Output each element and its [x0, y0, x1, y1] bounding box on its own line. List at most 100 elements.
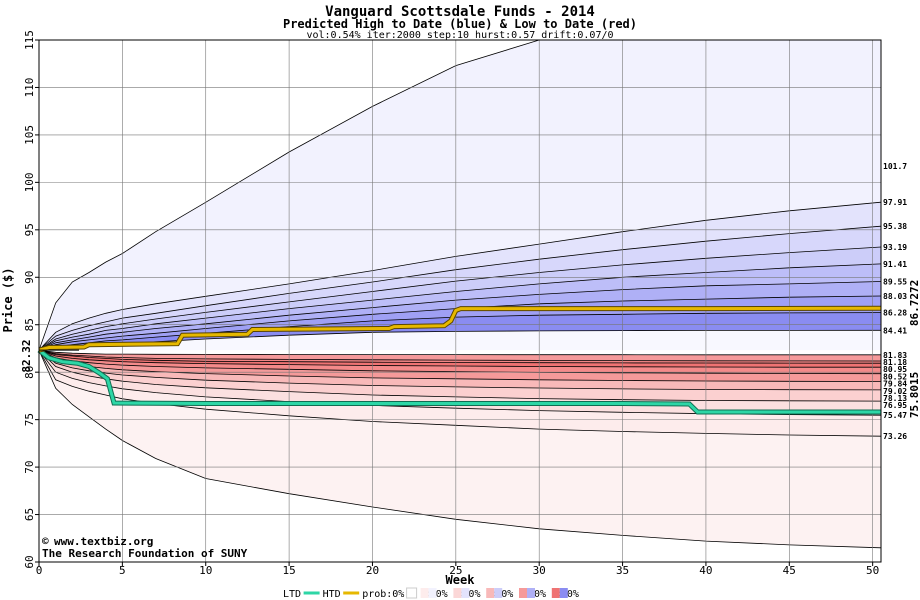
band-end-labels: 101.7 97.91 95.38 93.19 91.41 89.55 88.03 86.28… — [883, 162, 907, 441]
upper-band-area — [39, 226, 881, 351]
upper-band-line — [38, 312, 882, 351]
upper-band-line — [38, 246, 882, 351]
chart-params: vol:0.54% iter:2000 step:10 hurst:0.57 d… — [306, 30, 613, 41]
watermark-org: The Research Foundation of SUNY — [42, 547, 248, 560]
band-end-label: 93.19 — [883, 243, 907, 252]
band-end-label: 97.91 — [883, 198, 907, 207]
lower-band-line — [38, 350, 882, 549]
legend-swatch — [559, 588, 568, 598]
y-tick-label: 70 — [23, 460, 36, 473]
legend-label: LTD — [283, 589, 301, 600]
watermark-site: www.textbiz.org — [54, 535, 153, 548]
lower-band-area — [39, 350, 881, 355]
upper-band-line — [38, 201, 882, 351]
upper-band-area — [39, 247, 881, 351]
lower-band-area — [39, 350, 881, 382]
lower-band-area — [39, 350, 881, 368]
x-tick-label: 0 — [36, 564, 43, 577]
band-end-label: 73.26 — [883, 432, 907, 441]
upper-band-line — [38, 281, 882, 351]
x-tick-label: 5 — [119, 564, 126, 577]
ltd-final-label: 75.8015 — [908, 372, 920, 418]
upper-band-area — [39, 330, 881, 351]
lower-band-area — [39, 350, 881, 416]
legend-swatch — [519, 588, 527, 598]
band-end-label: 80.95 — [883, 365, 907, 374]
x-tick-label: 35 — [616, 564, 629, 577]
legend-swatch — [406, 587, 418, 599]
upper-band-line — [38, 225, 882, 351]
grid-lines — [39, 40, 881, 562]
x-tick-label: 25 — [449, 564, 462, 577]
lower-band-line — [38, 349, 882, 402]
lower-band-area — [39, 350, 881, 364]
legend-swatch — [486, 588, 495, 598]
legend-swatch — [461, 588, 470, 598]
band-end-label: 95.38 — [883, 222, 907, 231]
y-tick-label: 110 — [23, 78, 36, 98]
lower-band-line — [38, 349, 882, 391]
lower-band-area — [39, 350, 881, 548]
lower-band-line — [38, 349, 882, 416]
legend-label: prob:0% — [362, 589, 404, 600]
lower-band-line — [38, 349, 882, 362]
upper-band-area — [39, 281, 881, 351]
band-end-label: 79.02 — [883, 387, 907, 396]
x-tick-label: 10 — [199, 564, 212, 577]
lower-band-area — [39, 350, 881, 402]
band-end-label: 75.47 — [883, 411, 907, 420]
lower-band-area — [39, 350, 881, 437]
lower-band-area — [39, 350, 881, 374]
upper-band-area — [39, 202, 881, 351]
legend-swatch — [428, 588, 437, 598]
x-tick-label: 50 — [866, 564, 879, 577]
x-axis-ticks: 0 5 10 15 20 25 30 35 40 45 50 — [36, 562, 879, 577]
plot-border — [38, 39, 882, 563]
y-tick-label: 100 — [23, 172, 36, 192]
band-end-label: 101.7 — [883, 162, 907, 171]
ltd-line — [38, 349, 881, 414]
x-tick-label: 20 — [366, 564, 379, 577]
htd-line — [38, 306, 882, 352]
legend-swatch — [494, 588, 503, 598]
probability-bands — [39, 40, 881, 548]
y-tick-label: 105 — [23, 125, 36, 145]
band-end-label: 84.41 — [883, 326, 907, 335]
upper-band-area — [39, 263, 881, 351]
y-axis-label: Price ($) — [1, 267, 15, 332]
x-tick-label: 40 — [699, 564, 712, 577]
lower-band-line — [38, 349, 881, 368]
band-end-label: 88.03 — [883, 292, 907, 301]
htd-final-label: 86.7272 — [908, 280, 920, 326]
x-tick-label: 15 — [282, 564, 295, 577]
band-end-label: 86.28 — [883, 309, 907, 318]
y-axis-ticks: 60 65 70 75 80 85 90 95 100 105 110 115 — [23, 30, 39, 569]
band-end-label: 81.83 — [883, 351, 907, 360]
legend-swatch — [453, 588, 462, 598]
band-end-label: 80.52 — [883, 372, 907, 381]
y-tick-label: 80 — [23, 366, 36, 379]
x-tick-label: 30 — [533, 564, 546, 577]
watermark: © www.textbiz.org The Research Foundatio… — [42, 535, 248, 560]
upper-band-area — [39, 312, 881, 351]
legend-swatch — [420, 588, 429, 598]
chart-subtitle: Predicted High to Date (blue) & Low to D… — [283, 17, 637, 31]
series-lines — [37, 305, 882, 415]
upper-band-line — [38, 263, 882, 351]
y-tick-label: 75 — [23, 413, 36, 426]
legend-label: HTD — [323, 589, 341, 600]
band-end-label: 91.41 — [883, 260, 907, 269]
y-tick-label: 95 — [23, 223, 36, 236]
lower-band-area — [39, 350, 881, 390]
legend-swatch — [527, 588, 535, 598]
y-tick-label: 65 — [23, 508, 36, 521]
chart-title: Vanguard Scottsdale Funds - 2014 — [325, 4, 595, 20]
lower-band-line — [38, 349, 881, 356]
y-tick-label: 60 — [23, 555, 36, 568]
x-axis-label: Week — [446, 573, 476, 587]
y-tick-label: 115 — [23, 30, 36, 50]
copyright-icon: © — [42, 535, 49, 548]
start-price-label: 82.32 — [20, 339, 33, 372]
